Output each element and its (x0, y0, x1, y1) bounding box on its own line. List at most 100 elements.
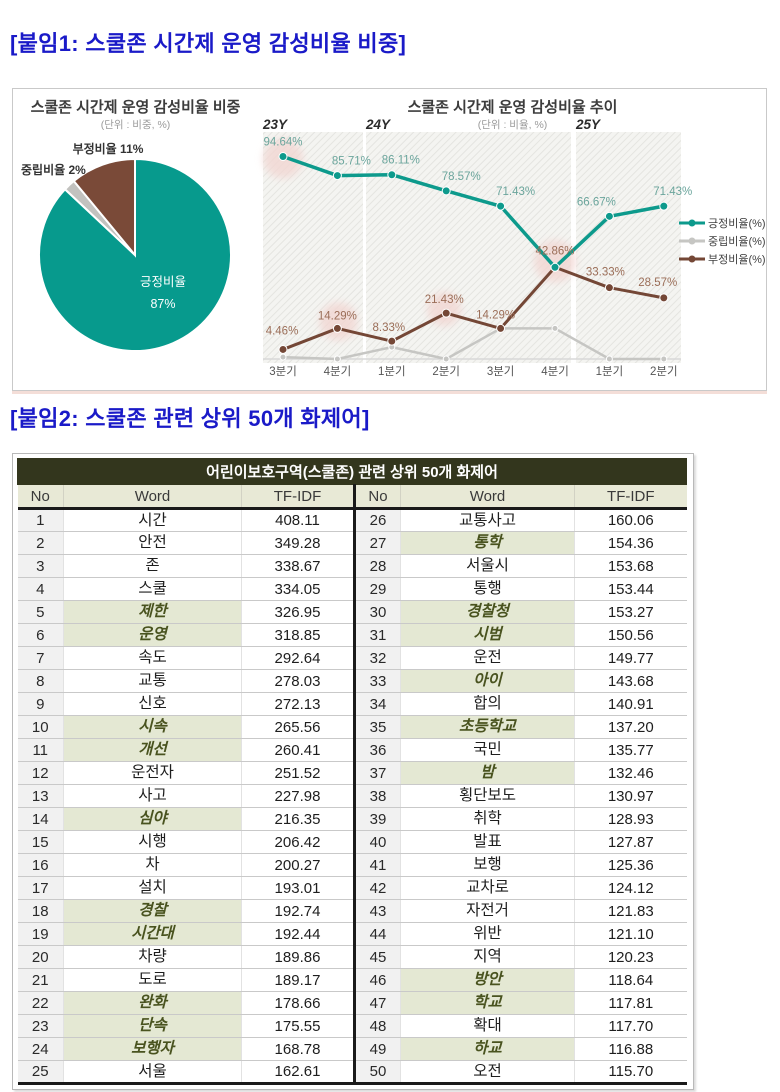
data-point-label: 28.57% (638, 277, 677, 289)
table-row: 7 속도 292.64 32 운전 149.77 (17, 646, 687, 670)
rank-cell: 46 (353, 968, 401, 992)
tfidf-cell: 292.64 (241, 646, 355, 670)
pie-chart: 긍정비율 87% 부정비율 11% 중립비율 2% (21, 141, 232, 352)
table-row: 20 차량 189.86 45 지역 120.23 (17, 945, 687, 969)
legend-label: 중립비율(%) (708, 235, 766, 248)
rank-cell: 34 (353, 692, 401, 716)
tfidf-cell: 116.88 (573, 1037, 687, 1061)
tfidf-cell: 117.81 (573, 991, 687, 1015)
series-line-1 (282, 327, 664, 361)
data-point (659, 293, 669, 303)
tfidf-cell: 132.46 (573, 761, 687, 785)
data-point (659, 201, 669, 211)
table-title: 어린이보호구역(스쿨존) 관련 상위 50개 화제어 (16, 458, 688, 485)
data-point-label: 94.64% (263, 136, 302, 148)
rank-cell: 29 (353, 577, 401, 601)
tfidf-cell: 143.68 (573, 669, 687, 693)
rank-cell: 4 (17, 577, 64, 601)
legend-marker-dot (688, 237, 696, 245)
x-axis-label: 2분기 (650, 365, 678, 378)
pie-inside-label: 긍정비율 (140, 275, 186, 289)
tfidf-cell: 216.35 (241, 807, 355, 831)
data-point (605, 355, 613, 363)
data-point-label: 21.43% (425, 294, 464, 306)
table-row: 10 시속 265.56 35 초등학교 137.20 (17, 715, 687, 739)
rank-cell: 18 (17, 899, 64, 923)
col-header-word2: Word (400, 484, 575, 510)
word-cell: 스쿨 (63, 577, 242, 601)
tfidf-cell: 192.74 (241, 899, 355, 923)
tfidf-cell: 192.44 (241, 922, 355, 946)
word-cell: 보행 (400, 853, 575, 877)
rank-cell: 45 (353, 945, 401, 969)
word-cell: 횡단보도 (400, 784, 575, 808)
data-point (660, 355, 668, 363)
word-cell: 초등학교 (400, 715, 575, 739)
tfidf-cell: 115.70 (573, 1060, 687, 1085)
word-cell: 제한 (63, 600, 242, 624)
tfidf-cell: 125.36 (573, 853, 687, 877)
table-title-row: 어린이보호구역(스쿨존) 관련 상위 50개 화제어 (16, 458, 688, 485)
word-cell: 발표 (400, 830, 575, 854)
pie-chart-unit-label: (단위 : 비중, %) (100, 119, 171, 131)
data-point (333, 355, 341, 363)
tfidf-cell: 153.44 (573, 577, 687, 601)
tfidf-cell: 175.55 (241, 1014, 355, 1038)
table-row: 17 설치 193.01 42 교차로 124.12 (17, 876, 687, 900)
data-point (604, 283, 614, 293)
rank-cell: 48 (353, 1014, 401, 1038)
tfidf-cell: 118.64 (573, 968, 687, 992)
word-cell: 통학 (400, 531, 575, 555)
tfidf-cell: 137.20 (573, 715, 687, 739)
tfidf-cell: 124.12 (573, 876, 687, 900)
data-point (604, 211, 614, 221)
tfidf-cell: 349.28 (241, 531, 355, 555)
pie-chart-title: 스쿨존 시간제 운영 감성비율 비중 (30, 99, 241, 116)
rank-cell: 47 (353, 991, 401, 1015)
tfidf-cell: 149.77 (573, 646, 687, 670)
x-axis-label: 4분기 (324, 365, 352, 378)
data-point (441, 186, 451, 196)
rank-cell: 28 (353, 554, 401, 578)
rank-cell: 12 (17, 761, 64, 785)
trend-line-chart: 23Y 24Y 25Y 94.64% 85.71% 86.11% 78.57% 71.43% 6… (262, 117, 766, 378)
x-axis-label: 4분기 (541, 365, 569, 378)
rank-cell: 1 (17, 508, 64, 532)
keyword-table: 어린이보호구역(스쿨존) 관련 상위 50개 화제어 No Word TF-ID… (16, 458, 688, 1085)
tfidf-cell: 168.78 (241, 1037, 355, 1061)
tfidf-cell: 121.10 (573, 922, 687, 946)
word-cell: 교통 (63, 669, 242, 693)
attachment2-heading: [붙임2: 스쿨존 관련 상위 50개 화제어] (10, 406, 370, 431)
table-row: 21 도로 189.17 46 방안 118.64 (17, 968, 687, 992)
year-label-24Y: 24Y (365, 117, 392, 132)
word-cell: 안전 (63, 531, 242, 555)
word-cell: 시간 (63, 508, 242, 532)
data-point (496, 323, 506, 333)
table-row: 25 서울 162.61 50 오전 115.70 (17, 1060, 687, 1085)
table-row: 2 안전 349.28 27 통학 154.36 (17, 531, 687, 555)
word-cell: 서울 (63, 1060, 242, 1085)
rank-cell: 9 (17, 692, 64, 716)
pie-inside-value: 87% (150, 297, 175, 311)
rank-cell: 15 (17, 830, 64, 854)
word-cell: 교차로 (400, 876, 575, 900)
data-point-label: 14.29% (476, 309, 515, 321)
rank-cell: 37 (353, 761, 401, 785)
word-cell: 운영 (63, 623, 242, 647)
table-row: 11 개선 260.41 36 국민 135.77 (17, 738, 687, 762)
rank-cell: 32 (353, 646, 401, 670)
rank-cell: 33 (353, 669, 401, 693)
year-label-23Y: 23Y (262, 117, 289, 132)
rank-cell: 8 (17, 669, 64, 693)
data-point (387, 170, 397, 180)
tfidf-cell: 128.93 (573, 807, 687, 831)
tfidf-cell: 135.77 (573, 738, 687, 762)
rank-cell: 36 (353, 738, 401, 762)
word-cell: 운전 (400, 646, 575, 670)
table-row: 1 시간 408.11 26 교통사고 160.06 (17, 508, 687, 532)
data-point-label: 33.33% (586, 267, 625, 279)
col-header-word: Word (63, 484, 242, 510)
legend-item-2: 부정비율(%) (679, 253, 766, 266)
word-cell: 설치 (63, 876, 242, 900)
